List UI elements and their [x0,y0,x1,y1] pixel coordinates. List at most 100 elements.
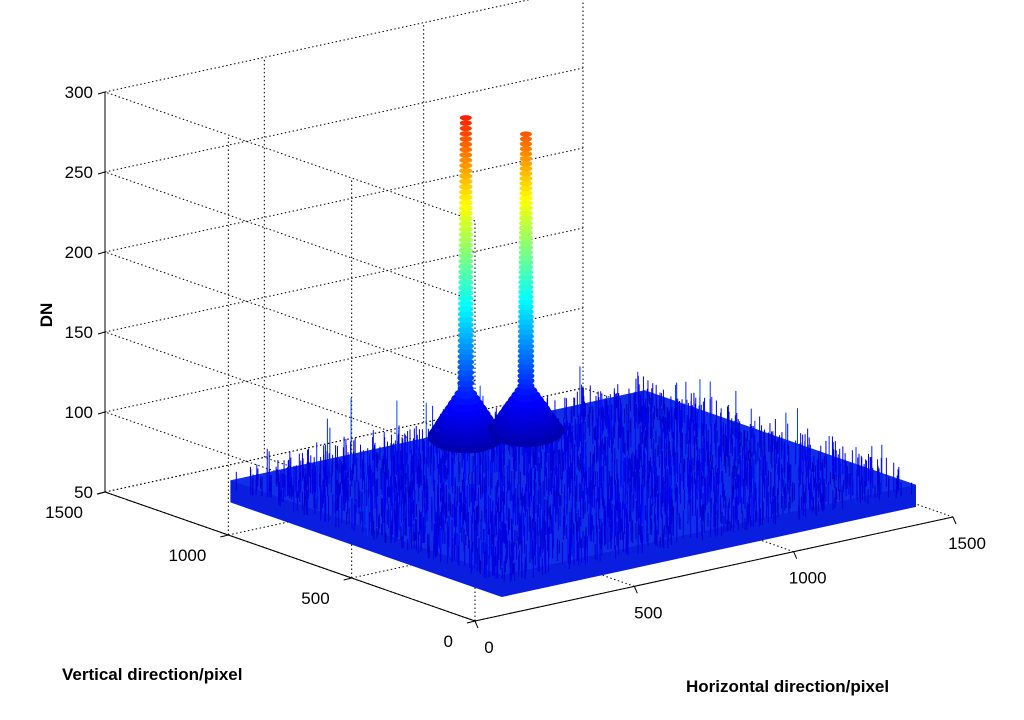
peak-slice [457,368,475,377]
z-tick-label: 200 [65,243,93,262]
z-tick-label: 150 [65,323,93,342]
peak-slice [518,263,534,271]
y-axis-line [104,491,476,622]
peak-slice [518,288,534,296]
peak-slice [459,183,473,190]
peak-slice [518,308,534,316]
peak-slice [458,263,474,270]
grid-line [104,91,476,222]
peak-slice [458,289,474,297]
peak-slice [458,257,474,265]
peak-slice [518,244,534,251]
axes [96,91,957,629]
peak-slice [459,130,472,137]
x-axis-label: Horizontal direction/pixel [686,677,889,696]
peak-slice [457,384,474,393]
peak-slice [519,151,533,157]
peaks [427,115,564,454]
peak-slice [459,125,472,132]
peak-slice [458,300,474,308]
peak-slice [459,162,473,169]
peak-slice [458,247,474,254]
peak-slice [457,352,475,361]
peak-slice [458,210,473,217]
peak-slice [457,310,474,318]
peak-slice [459,194,473,201]
x-axis-line [474,516,954,622]
y-tick-label: 500 [301,589,329,608]
peak-slice [458,231,473,238]
y-tick-mark [466,620,476,624]
peak-slice [457,337,474,345]
peak-slice [457,321,474,329]
peak-slice [459,178,473,185]
z-tick-mark [97,331,106,335]
y-tick-label: 1000 [169,546,207,565]
peak-slice [517,322,534,331]
peak-slice [518,249,534,256]
peak-slice [519,131,532,137]
peak-slice [459,189,473,196]
peak-slice [517,327,534,336]
peak-slice [519,180,533,187]
peak-slice [519,175,533,182]
x-tick-mark [793,551,798,559]
peak-slice [459,173,473,180]
x-tick-label: 1000 [789,569,827,588]
tick-labels: 0500100015000500100015005010015020025030… [45,83,986,657]
x-tick-mark [633,586,638,594]
peak-slice [518,259,534,266]
peak-slice [459,152,473,158]
peak-slice [517,332,534,340]
grid-line [104,0,531,93]
peak-slice [457,326,474,334]
peak-slice [519,136,532,142]
y-axis-label: Vertical direction/pixel [62,665,242,684]
peak-slice [518,239,534,246]
grid-line [104,251,476,382]
peak-slice [459,167,473,174]
y-tick-label: 1500 [45,503,83,522]
y-tick-label: 0 [444,632,453,651]
z-tick-mark [97,491,106,495]
z-tick-label: 300 [65,83,93,102]
peak-slice [459,157,473,164]
peak-slice [518,234,533,241]
peak-slice [518,224,533,231]
peak-slice [518,298,534,306]
peak-slice [519,209,533,217]
peak-slice [519,155,533,162]
peak-slice [457,379,475,387]
peak-slice [458,236,473,244]
peak-slice [454,388,478,399]
grid-line [104,171,476,302]
grid-line [104,307,584,413]
x-tick-label: 0 [484,638,493,657]
peak-peak-2 [487,131,564,448]
x-tick-mark [474,620,479,629]
z-tick-mark [97,251,106,255]
peak-slice [458,252,474,260]
peak-slice [459,146,473,153]
z-tick-label: 50 [74,483,93,502]
z-tick-mark [97,171,106,175]
peak-slice [519,185,533,192]
grid-line [104,227,584,333]
z-tick-label: 250 [65,163,93,182]
peak-slice [519,219,533,227]
peak-slice [458,226,473,233]
peak-slice [519,165,533,172]
peak-slice [519,160,533,167]
peak-slice [518,313,534,321]
peak-slice [459,141,473,148]
y-tick-mark [343,577,352,581]
peak-slice [459,136,472,142]
peak-slice [457,347,474,355]
peak-slice [457,342,474,350]
z-tick-mark [97,91,106,95]
peak-slice [459,115,472,121]
peak-slice [458,204,473,212]
peak-slice [457,315,474,324]
